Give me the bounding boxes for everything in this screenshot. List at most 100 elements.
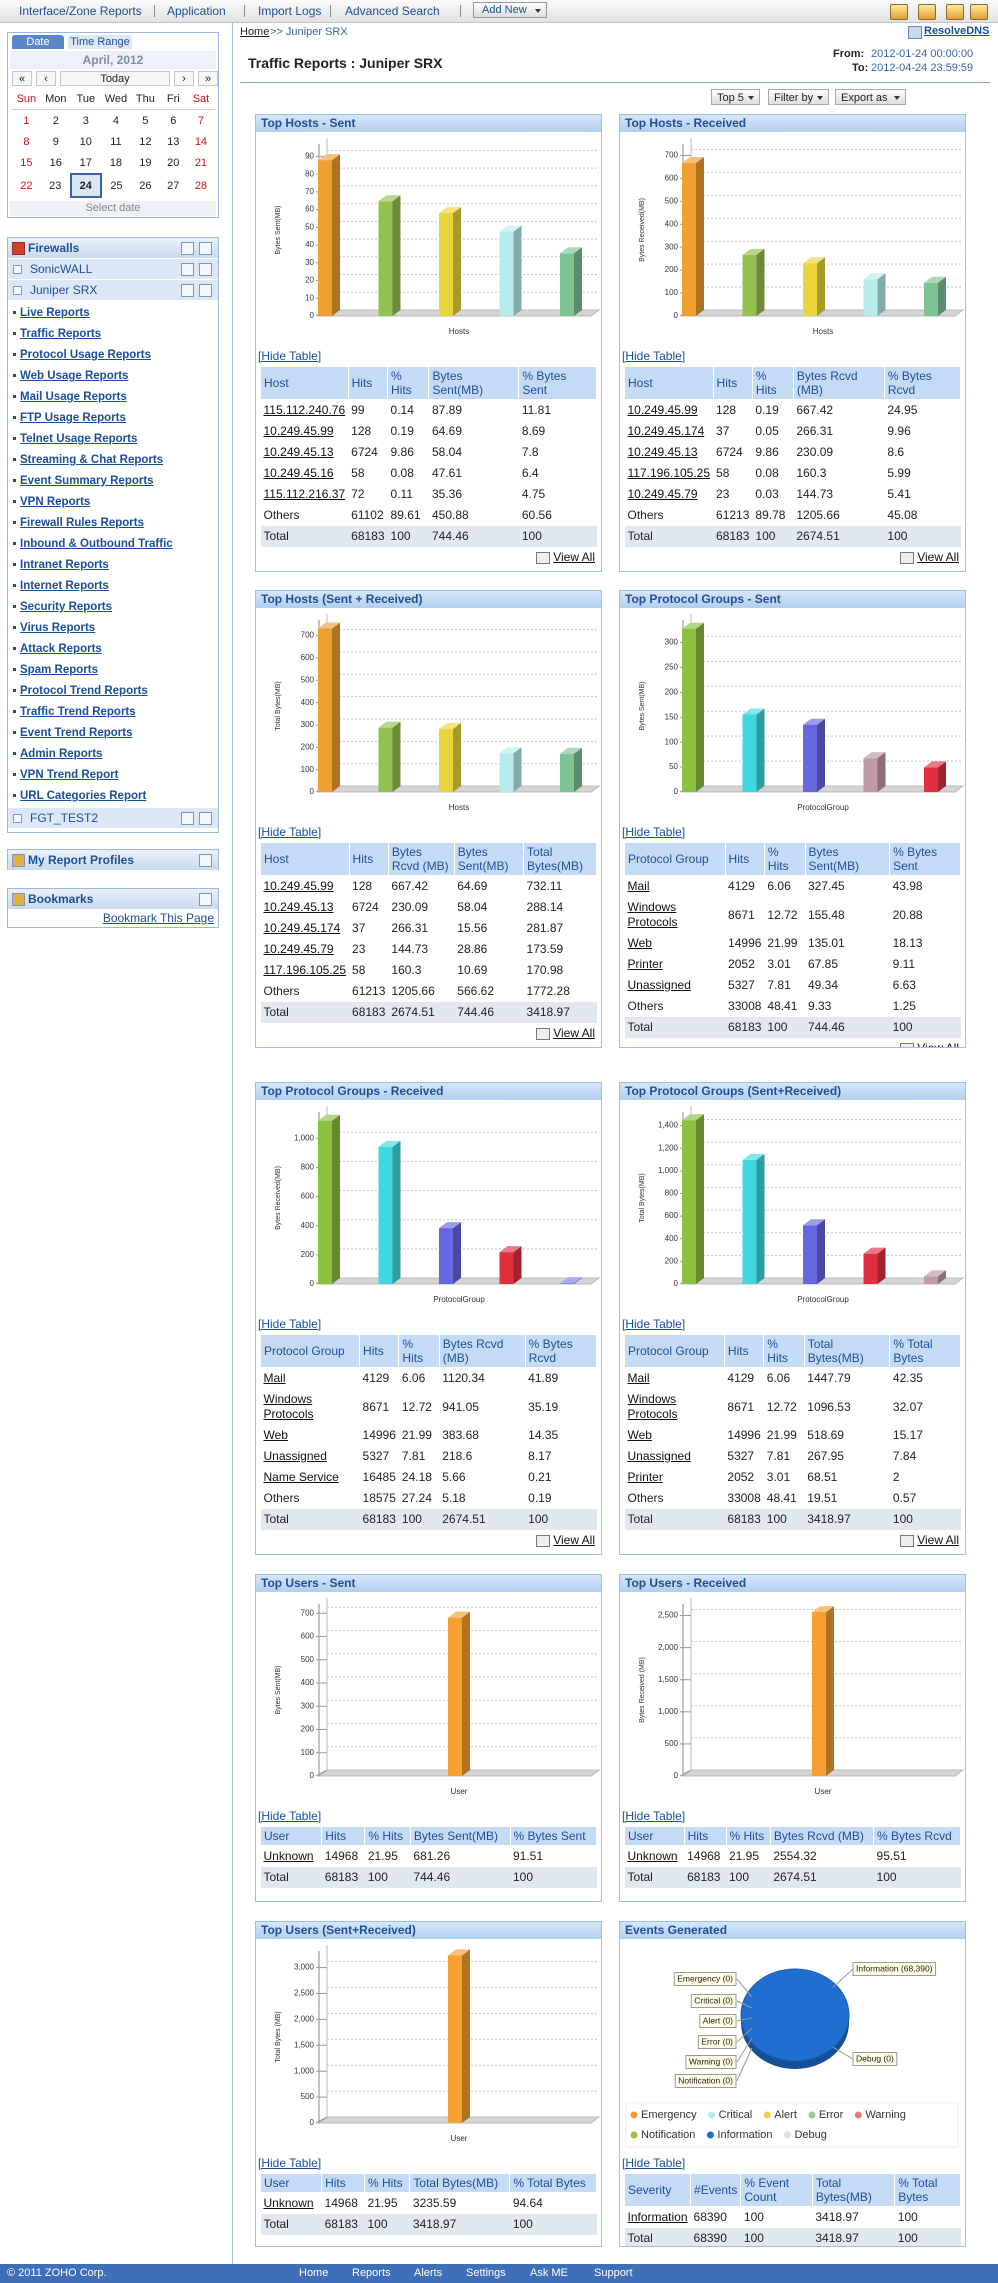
report-link[interactable]: Security Reports — [20, 601, 113, 613]
device-tool[interactable] — [199, 284, 212, 297]
calendar-day[interactable]: 22 — [20, 179, 33, 192]
row-link[interactable]: Unassigned — [627, 1449, 691, 1463]
calendar-day[interactable]: 11 — [110, 135, 122, 148]
calendar-nav[interactable]: Today — [60, 71, 170, 86]
hide-table-link[interactable]: [Hide Table] — [258, 1809, 322, 1823]
row-link[interactable]: Windows Protocols — [627, 1392, 678, 1421]
footer-link[interactable]: Settings — [466, 2267, 506, 2279]
row-link[interactable]: 10.249.45.13 — [263, 900, 334, 914]
view-all-link[interactable]: View All — [917, 1533, 959, 1547]
report-link[interactable]: Event Trend Reports — [20, 727, 133, 739]
row-link[interactable]: 10.249.45.99 — [263, 424, 334, 438]
calendar-day[interactable]: 19 — [139, 157, 152, 169]
report-link[interactable]: Internet Reports — [20, 580, 109, 592]
row-link[interactable]: Mail — [263, 1371, 286, 1385]
resolve-dns[interactable]: ResolveDNS — [924, 25, 990, 37]
report-link[interactable]: Attack Reports — [20, 643, 102, 655]
device-tool[interactable] — [199, 812, 212, 825]
row-link[interactable]: Windows Protocols — [627, 900, 678, 929]
hide-table-link[interactable]: [Hide Table] — [622, 1317, 686, 1331]
footer-link[interactable]: Alerts — [414, 2267, 443, 2279]
row-link[interactable]: 117.196.105.25 — [263, 963, 347, 977]
row-link[interactable]: 10.249.45.16 — [263, 466, 334, 480]
view-all-link[interactable]: View All — [553, 1533, 595, 1547]
toolbar-icon[interactable] — [970, 4, 988, 20]
add-new-button[interactable]: Add New — [473, 2, 547, 18]
expand-toggle[interactable] — [13, 265, 22, 274]
row-link[interactable]: Information — [627, 2210, 688, 2224]
row-link[interactable]: Mail — [627, 879, 650, 893]
row-link[interactable]: 115.112.216.37 — [263, 487, 346, 501]
row-link[interactable]: 10.249.45.79 — [263, 942, 334, 956]
device-tool[interactable] — [181, 812, 194, 825]
calendar-day[interactable]: 15 — [20, 157, 33, 169]
calendar-day[interactable]: 21 — [194, 157, 208, 169]
header-tool[interactable] — [181, 242, 194, 255]
calendar-day[interactable]: 7 — [197, 114, 204, 127]
row-link[interactable]: Web — [627, 1428, 652, 1442]
menu-item[interactable]: Advanced Search — [345, 4, 440, 18]
row-link[interactable]: 10.249.45.13 — [263, 445, 334, 459]
calendar-day[interactable]: 2 — [52, 114, 59, 127]
calendar-day[interactable]: 18 — [109, 157, 123, 169]
row-link[interactable]: Unassigned — [263, 1449, 327, 1463]
hide-table-link[interactable]: [Hide Table] — [258, 349, 322, 363]
expand-button[interactable] — [199, 854, 212, 867]
report-link[interactable]: Inbound & Outbound Traffic — [20, 538, 173, 550]
calendar-day[interactable]: 3 — [82, 114, 89, 127]
row-link[interactable]: 115.112.240.76 — [263, 403, 346, 417]
hide-table-link[interactable]: [Hide Table] — [622, 349, 686, 363]
hide-table-link[interactable]: [Hide Table] — [258, 825, 322, 839]
menu-item[interactable]: Import Logs — [258, 4, 322, 18]
bookmark-link[interactable]: Bookmark This Page — [102, 911, 214, 925]
row-link[interactable]: Unknown — [627, 1849, 678, 1863]
report-link[interactable]: Live Reports — [20, 307, 90, 319]
report-link[interactable]: Intranet Reports — [20, 559, 109, 571]
report-link[interactable]: Mail Usage Reports — [20, 391, 127, 403]
collapse-button[interactable] — [199, 893, 212, 906]
view-all-link[interactable]: View All — [553, 550, 595, 564]
report-link[interactable]: Firewall Rules Reports — [20, 517, 144, 529]
calendar-nav[interactable]: » — [198, 71, 218, 86]
menu-item[interactable]: Application — [167, 4, 226, 18]
footer-link[interactable]: Ask ME — [530, 2267, 568, 2279]
calendar-day[interactable]: 27 — [167, 179, 180, 192]
calendar-day[interactable]: 4 — [112, 114, 119, 127]
calendar-day[interactable]: 25 — [110, 179, 123, 192]
report-link[interactable]: VPN Reports — [20, 496, 91, 508]
report-link[interactable]: VPN Trend Report — [20, 769, 119, 781]
toolbar-icon[interactable] — [918, 4, 936, 20]
footer-link[interactable]: Home — [299, 2267, 329, 2279]
toolbar-icon[interactable] — [946, 4, 964, 20]
row-link[interactable]: 10.249.45.174 — [627, 424, 705, 438]
row-link[interactable]: Printer — [627, 957, 663, 971]
expand-toggle[interactable] — [13, 286, 22, 295]
calendar-day[interactable]: 23 — [49, 179, 62, 192]
hide-table-link[interactable]: [Hide Table] — [622, 2156, 686, 2170]
calendar-day[interactable]: 13 — [167, 135, 180, 148]
calendar-day[interactable]: 9 — [52, 135, 59, 148]
toolbar-icon[interactable] — [890, 4, 908, 20]
device-row[interactable]: FGT_TEST2 — [8, 808, 218, 828]
menu-item[interactable]: Interface/Zone Reports — [19, 4, 142, 18]
breadcrumb-home[interactable]: Home — [240, 26, 270, 38]
calendar-nav[interactable]: › — [174, 71, 194, 86]
device-tool[interactable] — [181, 284, 194, 297]
report-link[interactable]: Protocol Usage Reports — [20, 349, 151, 361]
filter-button[interactable]: Export as — [835, 89, 906, 105]
report-link[interactable]: Streaming & Chat Reports — [20, 454, 164, 466]
row-link[interactable]: Unassigned — [627, 978, 691, 992]
report-link[interactable]: Admin Reports — [20, 748, 103, 760]
row-link[interactable]: 10.249.45.99 — [627, 403, 698, 417]
row-link[interactable]: 10.249.45.99 — [263, 879, 334, 893]
calendar-day[interactable]: 14 — [194, 135, 208, 148]
hide-table-link[interactable]: [Hide Table] — [258, 2156, 322, 2170]
device-row[interactable]: SonicWALL — [8, 258, 218, 279]
footer-link[interactable]: Reports — [352, 2267, 391, 2279]
hide-table-link[interactable]: [Hide Table] — [258, 1317, 322, 1331]
row-link[interactable]: 10.249.45.13 — [627, 445, 698, 459]
hide-table-link[interactable]: [Hide Table] — [622, 825, 686, 839]
footer-link[interactable]: Support — [594, 2267, 633, 2279]
calendar-day[interactable]: 17 — [79, 156, 92, 169]
calendar-day[interactable]: 16 — [49, 157, 62, 169]
